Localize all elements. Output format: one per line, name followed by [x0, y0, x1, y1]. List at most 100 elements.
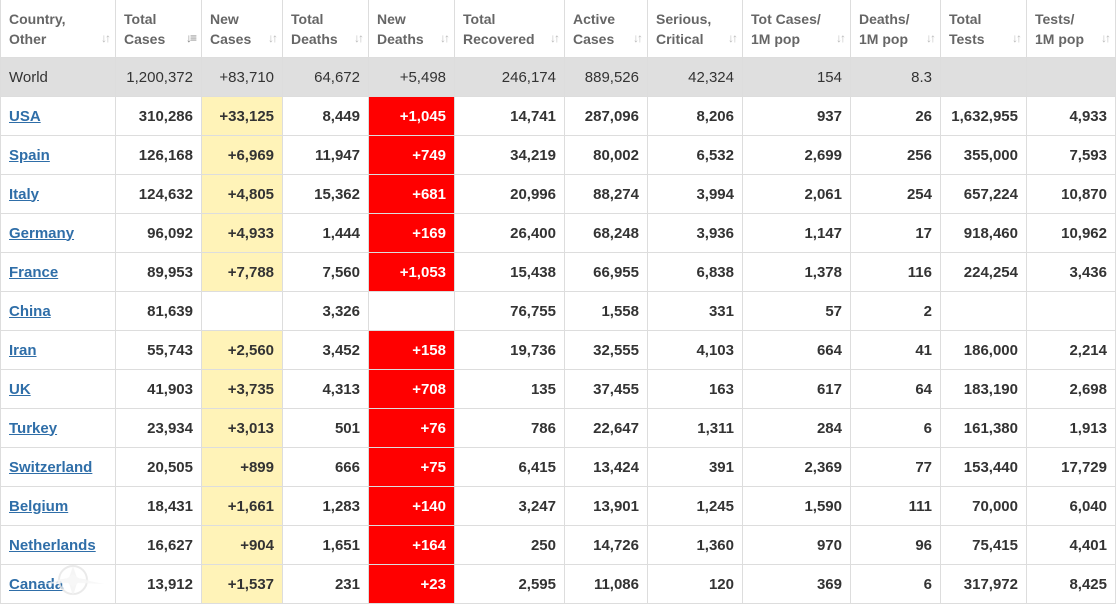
country-link[interactable]: Netherlands	[9, 536, 96, 554]
cell-active-cases: 32,555	[564, 330, 648, 370]
cell-total-tests	[940, 291, 1027, 331]
sort-arrows-icon[interactable]: ↓↑	[926, 31, 936, 45]
cell-active-cases: 66,955	[564, 252, 648, 292]
column-header-label: Active Cases	[573, 10, 616, 47]
sort-arrows-icon[interactable]: ↓↑	[836, 31, 846, 45]
cell-total-tests: 317,972	[940, 564, 1027, 604]
cell-total-cases: 20,505	[115, 447, 202, 487]
country-link[interactable]: Germany	[9, 224, 75, 242]
country-link[interactable]: Italy	[9, 185, 40, 203]
header-row: Country, Other ↓↑ Total Cases ↓≡ New Cases ↓↑…	[0, 0, 1116, 58]
cell-total-tests: 918,460	[940, 213, 1027, 253]
country-link[interactable]: Spain	[9, 146, 50, 164]
cell-country: Belgium	[0, 486, 116, 526]
cell-new-deaths	[368, 291, 455, 331]
cell-total-deaths: 7,560	[282, 252, 369, 292]
sort-arrows-icon[interactable]: ↓↑	[440, 31, 450, 45]
country-link[interactable]: France	[9, 263, 59, 281]
cell-total-tests: 75,415	[940, 525, 1027, 565]
world-cell-total-cases: 1,200,372	[115, 57, 202, 97]
sort-arrows-icon[interactable]: ↓↑	[550, 31, 560, 45]
sort-arrows-icon[interactable]: ↓↑	[354, 31, 364, 45]
cell-total-recovered: 6,415	[454, 447, 565, 487]
country-link[interactable]: Belgium	[9, 497, 69, 515]
cell-deaths-per-1m: 6	[850, 564, 941, 604]
column-header-country[interactable]: Country, Other ↓↑	[0, 0, 116, 58]
sort-arrows-icon[interactable]: ↓↑	[633, 31, 643, 45]
world-cell-deaths-per-1m: 8.3	[850, 57, 941, 97]
cell-active-cases: 88,274	[564, 174, 648, 214]
cell-new-cases: +4,933	[201, 213, 283, 253]
sort-arrows-icon[interactable]: ↓≡	[185, 31, 197, 45]
sort-arrows-icon[interactable]: ↓↑	[1101, 31, 1111, 45]
column-header-total-cases[interactable]: Total Cases ↓≡	[115, 0, 202, 58]
cell-total-deaths: 3,326	[282, 291, 369, 331]
column-header-new-deaths[interactable]: New Deaths ↓↑	[368, 0, 455, 58]
column-header-label: Total Cases	[124, 10, 166, 47]
country-link[interactable]: Iran	[9, 341, 37, 359]
cell-total-recovered: 2,595	[454, 564, 565, 604]
cell-tot-cases-per-1m: 2,369	[742, 447, 851, 487]
cell-tot-cases-per-1m: 1,378	[742, 252, 851, 292]
column-header-total-tests[interactable]: Total Tests ↓↑	[940, 0, 1027, 58]
cell-active-cases: 13,424	[564, 447, 648, 487]
cell-total-deaths: 15,362	[282, 174, 369, 214]
column-header-tests-per-1m[interactable]: Tests/ 1M pop ↓↑	[1026, 0, 1116, 58]
country-link[interactable]: China	[9, 302, 51, 320]
cell-total-tests: 1,632,955	[940, 96, 1027, 136]
cell-new-cases: +2,560	[201, 330, 283, 370]
cell-tests-per-1m: 3,436	[1026, 252, 1116, 292]
column-header-label: Total Tests	[949, 10, 985, 47]
cell-country: Italy	[0, 174, 116, 214]
cell-total-recovered: 14,741	[454, 96, 565, 136]
column-header-label: Total Recovered	[463, 10, 535, 47]
table-row: Switzerland 20,505 +899 666 +75 6,415 13,424 39…	[0, 447, 1116, 487]
cell-total-recovered: 786	[454, 408, 565, 448]
cell-new-deaths: +23	[368, 564, 455, 604]
cell-country: France	[0, 252, 116, 292]
cell-total-tests: 153,440	[940, 447, 1027, 487]
cell-tot-cases-per-1m: 284	[742, 408, 851, 448]
cell-total-tests: 186,000	[940, 330, 1027, 370]
country-link[interactable]: UK	[9, 380, 31, 398]
cell-total-recovered: 15,438	[454, 252, 565, 292]
cell-active-cases: 37,455	[564, 369, 648, 409]
cell-tot-cases-per-1m: 664	[742, 330, 851, 370]
cell-total-recovered: 135	[454, 369, 565, 409]
column-header-tot-cases-per-1m[interactable]: Tot Cases/ 1M pop ↓↑	[742, 0, 851, 58]
column-header-deaths-per-1m[interactable]: Deaths/ 1M pop ↓↑	[850, 0, 941, 58]
cell-new-cases: +33,125	[201, 96, 283, 136]
world-cell-serious-critical: 42,324	[647, 57, 743, 97]
cell-country: China	[0, 291, 116, 331]
column-header-new-cases[interactable]: New Cases ↓↑	[201, 0, 283, 58]
country-link[interactable]: USA	[9, 107, 41, 125]
cell-tests-per-1m: 4,401	[1026, 525, 1116, 565]
sort-arrows-icon[interactable]: ↓↑	[1012, 31, 1022, 45]
cell-deaths-per-1m: 111	[850, 486, 941, 526]
country-link[interactable]: Switzerland	[9, 458, 93, 476]
country-link[interactable]: Turkey	[9, 419, 58, 437]
cell-total-tests: 70,000	[940, 486, 1027, 526]
column-header-total-deaths[interactable]: Total Deaths ↓↑	[282, 0, 369, 58]
cell-tests-per-1m: 10,870	[1026, 174, 1116, 214]
cell-total-cases: 23,934	[115, 408, 202, 448]
column-header-total-recovered[interactable]: Total Recovered ↓↑	[454, 0, 565, 58]
cell-total-recovered: 26,400	[454, 213, 565, 253]
cell-tests-per-1m: 1,913	[1026, 408, 1116, 448]
cell-active-cases: 11,086	[564, 564, 648, 604]
sort-arrows-icon[interactable]: ↓↑	[101, 31, 111, 45]
sort-arrows-icon[interactable]: ↓↑	[728, 31, 738, 45]
cell-new-deaths: +708	[368, 369, 455, 409]
cell-total-recovered: 19,736	[454, 330, 565, 370]
column-header-active-cases[interactable]: Active Cases ↓↑	[564, 0, 648, 58]
sort-arrows-icon[interactable]: ↓↑	[268, 31, 278, 45]
cell-new-cases: +3,735	[201, 369, 283, 409]
column-header-label: Tot Cases/ 1M pop	[751, 10, 821, 47]
cell-new-deaths: +1,045	[368, 96, 455, 136]
column-header-label: Total Deaths	[291, 10, 338, 47]
country-link[interactable]: Canada	[9, 575, 64, 593]
cell-active-cases: 1,558	[564, 291, 648, 331]
column-header-serious-critical[interactable]: Serious, Critical ↓↑	[647, 0, 743, 58]
cell-new-cases: +3,013	[201, 408, 283, 448]
